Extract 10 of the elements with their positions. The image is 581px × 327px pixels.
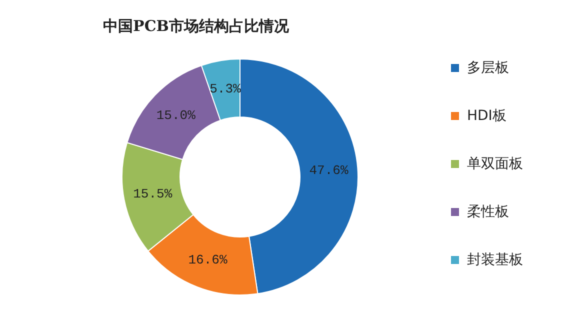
legend-label: HDI板: [467, 106, 506, 124]
legend-label: 封装基板: [467, 250, 523, 268]
legend-label: 多层板: [467, 58, 509, 76]
data-label: 47.6%: [309, 162, 348, 178]
data-label: 16.6%: [188, 252, 228, 268]
legend-label: 单双面板: [467, 154, 523, 172]
chart-title: 中国PCB市场结构占比情况: [103, 17, 290, 35]
legend-label: 柔性板: [467, 202, 509, 220]
data-label: 15.0%: [156, 108, 196, 123]
data-label: 15.5%: [133, 186, 172, 202]
